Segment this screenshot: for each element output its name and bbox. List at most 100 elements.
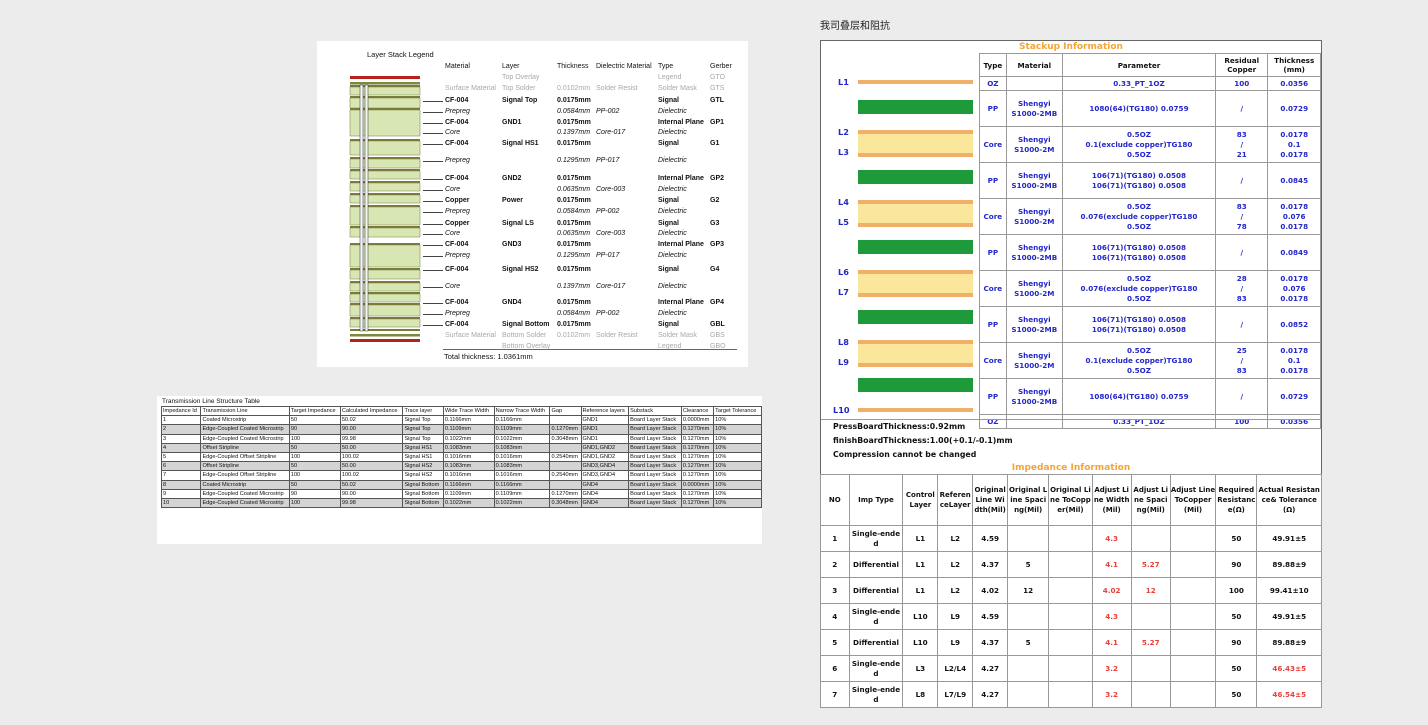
impedance-cell-ctrl: L8	[902, 681, 939, 708]
table-cell: 90.00	[339, 424, 404, 435]
legend-header-type: Type	[658, 63, 674, 70]
impedance-cell-oc	[1048, 681, 1093, 708]
leader-line	[423, 179, 443, 180]
legend-cell-dielectric: PP-002	[596, 208, 620, 215]
impedance-cell-ctrl: L1	[902, 525, 939, 552]
stackup-cell-residual: 25 / 83	[1215, 342, 1269, 379]
table-cell: 0.1022mm	[493, 433, 551, 444]
stackup-cell-residual: 100	[1215, 414, 1269, 429]
table-cell: 99.98	[339, 497, 404, 509]
copper-foil	[858, 80, 973, 84]
legend-row: Core 0.1397mm Core-017 Dielectric	[317, 282, 748, 292]
stackup-cell-parameter: 106(71)(TG180) 0.0508 106(71)(TG180) 0.0…	[1061, 234, 1217, 271]
stackup-cell-type: Core	[979, 270, 1007, 307]
impedance-cell-ctrl: L10	[902, 603, 939, 630]
impedance-cell-no: 5	[820, 629, 850, 656]
table-cell: 0.1083mm	[442, 442, 495, 453]
table-cell: Impedance Id	[160, 405, 202, 417]
impedance-cell-type: Single-ended	[848, 603, 904, 630]
solder-layer	[350, 82, 420, 85]
table-cell: Signal HS2	[402, 461, 444, 472]
table-cell: 0.1270mm	[549, 488, 582, 499]
legend-row: CF-004 Signal HS2 0.0175mm Signal G4	[317, 265, 748, 275]
legend-row: Core 0.1397mm Core-017 Dielectric	[317, 128, 748, 138]
copper-layer	[350, 205, 420, 207]
impedance-cell-ctrl: L10	[902, 629, 939, 656]
stackup-cell-residual: 83 / 78	[1215, 198, 1269, 235]
table-cell: 90	[288, 488, 341, 499]
solder-layer	[350, 334, 420, 337]
impedance-cell-as: 12	[1130, 577, 1171, 604]
leader-line	[423, 112, 443, 113]
table-cell: 0.1166mm	[442, 479, 495, 490]
legend-row: Prepreg 0.0584mm PP-002 Dielectric	[317, 207, 748, 217]
table-cell: 10%	[713, 470, 762, 481]
table-cell: 0.1016mm	[493, 470, 551, 481]
legend-cell-thickness: 0.0175mm	[557, 220, 591, 227]
impedance-cell-ac	[1169, 629, 1217, 656]
table-cell: 0.1166mm	[493, 415, 551, 426]
table-cell: 100	[288, 451, 341, 463]
core-layer	[858, 344, 973, 363]
stackup-header-row: Type Material Parameter Residual Copper Thic…	[979, 53, 1321, 77]
leader-line	[423, 314, 443, 315]
stackup-cell-thickness: 0.0729	[1267, 90, 1321, 127]
legend-cell-material: CF-004	[445, 266, 469, 273]
copper-layer	[350, 169, 420, 171]
leader-line	[423, 256, 443, 257]
impedance-row: 7 Single-ended L8 L7/L9 4.27 3.2 50 46.54±5	[820, 681, 1322, 708]
legend-cell-thickness: 0.0175mm	[557, 321, 591, 328]
table-cell: 10%	[713, 479, 762, 490]
table-cell: 50	[288, 479, 341, 490]
stackup-header-cell: Material	[1005, 53, 1063, 77]
stackup-cell-type: OZ	[979, 414, 1007, 429]
legend-cell-thickness: 0.0175mm	[557, 197, 591, 204]
leader-line	[423, 287, 443, 288]
stackup-cell-material: Shengyi S1000-2M	[1005, 342, 1063, 379]
table-cell: Target Tolerance	[713, 405, 762, 417]
legend-cell-gerber: GBS	[710, 332, 725, 339]
impedance-cell-ow: 4.37	[972, 551, 1009, 578]
legend-cell-thickness: 0.0102mm	[557, 332, 591, 339]
legend-cell-type: Signal	[658, 321, 680, 328]
legend-cell-type: Dielectric	[658, 208, 687, 215]
impedance-header-cell: ReferenceLayer	[937, 474, 974, 526]
copper-layer	[350, 329, 420, 331]
impedance-cell-os	[1007, 603, 1050, 630]
legend-cell-thickness: 0.0584mm	[557, 208, 591, 215]
legend-cell-type: Dielectric	[658, 310, 687, 317]
impedance-cell-as: 5.27	[1130, 629, 1171, 656]
legend-cell-type: Dielectric	[658, 108, 687, 115]
table-cell: Reference layers	[580, 405, 630, 417]
stackup-cell-material: Shengyi S1000-2MB	[1005, 378, 1063, 415]
legend-cell-thickness: 0.0175mm	[557, 97, 591, 104]
table-cell: 0.1270mm	[680, 442, 715, 453]
via-bar	[359, 84, 364, 332]
impedance-cell-os: 5	[1007, 551, 1050, 578]
legend-cell-thickness: 0.0635mm	[557, 230, 591, 237]
overlay-layer	[350, 76, 420, 79]
copper-foil	[858, 223, 973, 227]
impedance-cell-aw: 3.2	[1091, 681, 1132, 708]
table-row: 3 Edge-Coupled Coated Microstrip 100 99.98 S…	[160, 433, 762, 444]
legend-header-dielectric: Dielectric Material	[596, 63, 652, 70]
impedance-cell-ac	[1169, 525, 1217, 552]
legend-cell-thickness: 0.0584mm	[557, 108, 591, 115]
stackup-cell-residual: /	[1215, 378, 1269, 415]
table-cell: 100.02	[339, 451, 404, 463]
table-cell: GND4	[580, 479, 630, 490]
stackup-row: PP Shengyi S1000-2MB 106(71)(TG180) 0.0508…	[979, 162, 1321, 199]
legend-cell-material: Core	[445, 283, 461, 290]
impedance-cell-no: 6	[820, 655, 850, 682]
legend-cell-dielectric: Solder Resist	[596, 85, 638, 92]
table-cell: Clearance	[680, 405, 715, 417]
stackup-cell-parameter: 0.33_PT_1OZ	[1061, 76, 1217, 91]
legend-cell-material: Surface Material	[445, 85, 496, 92]
stackup-cell-thickness: 0.0178 0.076 0.0178	[1267, 270, 1321, 307]
impedance-cell-as	[1130, 603, 1171, 630]
legend-cell-material: Core	[445, 186, 461, 193]
table-cell: 0.3048mm	[549, 497, 582, 509]
copper-foil	[858, 363, 973, 367]
legend-cell-gerber: GTO	[710, 74, 726, 81]
legend-row: CF-004 GND4 0.0175mm Internal Plane GP4	[317, 298, 748, 308]
